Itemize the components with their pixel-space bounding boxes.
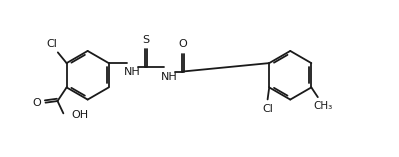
Text: S: S	[142, 35, 149, 45]
Text: NH: NH	[124, 67, 140, 77]
Text: Cl: Cl	[47, 39, 57, 49]
Text: O: O	[32, 98, 41, 108]
Text: Cl: Cl	[262, 104, 273, 114]
Text: CH₃: CH₃	[313, 101, 332, 111]
Text: O: O	[178, 39, 187, 49]
Text: NH: NH	[161, 72, 178, 81]
Text: OH: OH	[71, 110, 89, 120]
